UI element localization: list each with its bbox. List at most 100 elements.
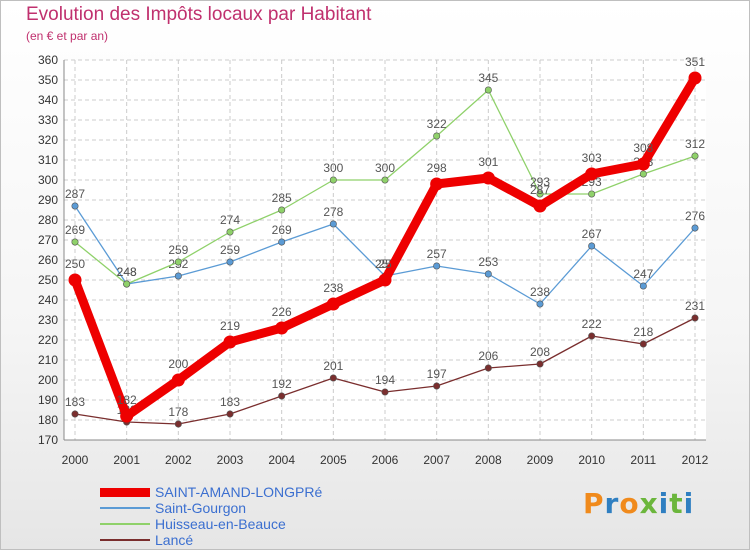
data-label: 274 bbox=[220, 213, 240, 227]
x-tick-label: 2004 bbox=[268, 453, 295, 467]
data-label: 194 bbox=[375, 373, 395, 387]
data-label: 287 bbox=[65, 187, 85, 201]
data-point bbox=[639, 340, 647, 348]
data-label: 287 bbox=[530, 183, 550, 197]
x-tick-label: 2011 bbox=[630, 453, 656, 467]
y-tick-label: 240 bbox=[38, 293, 58, 307]
data-point bbox=[433, 382, 441, 390]
data-point bbox=[484, 364, 492, 372]
data-point bbox=[691, 314, 699, 322]
data-label: 269 bbox=[65, 223, 85, 237]
data-point bbox=[275, 321, 289, 335]
data-point bbox=[536, 190, 544, 198]
data-label: 322 bbox=[427, 117, 447, 131]
data-label: 276 bbox=[685, 209, 705, 223]
data-label: 238 bbox=[323, 281, 343, 295]
data-label: 248 bbox=[117, 265, 137, 279]
data-point bbox=[326, 297, 340, 311]
y-tick-label: 360 bbox=[38, 53, 58, 67]
x-tick-label: 2008 bbox=[475, 453, 502, 467]
data-label: 253 bbox=[478, 255, 498, 269]
data-label: 293 bbox=[530, 175, 550, 189]
data-label: 231 bbox=[685, 299, 705, 313]
data-label: 183 bbox=[65, 395, 85, 409]
x-tick-label: 2005 bbox=[320, 453, 347, 467]
data-label: 201 bbox=[323, 359, 343, 373]
data-point bbox=[278, 392, 286, 400]
data-label: 351 bbox=[685, 55, 705, 69]
data-label: 285 bbox=[272, 191, 292, 205]
y-tick-label: 290 bbox=[38, 193, 58, 207]
data-point bbox=[226, 410, 234, 418]
y-tick-label: 280 bbox=[38, 213, 58, 227]
data-point bbox=[430, 177, 444, 191]
x-tick-label: 2002 bbox=[165, 453, 192, 467]
x-tick-label: 2009 bbox=[527, 453, 554, 467]
data-point bbox=[433, 262, 441, 270]
data-label: 248 bbox=[117, 265, 137, 279]
data-label: 206 bbox=[478, 349, 498, 363]
data-point bbox=[123, 280, 131, 288]
data-label: 219 bbox=[220, 319, 240, 333]
legend-swatch bbox=[100, 487, 150, 497]
y-tick-label: 180 bbox=[38, 413, 58, 427]
data-point bbox=[278, 206, 286, 214]
x-tick-label: 2012 bbox=[682, 453, 709, 467]
data-label: 192 bbox=[272, 377, 292, 391]
data-label: 250 bbox=[65, 257, 85, 271]
data-label: 218 bbox=[633, 325, 653, 339]
x-tick-label: 2000 bbox=[62, 453, 89, 467]
y-tick-label: 220 bbox=[38, 333, 58, 347]
data-point bbox=[329, 220, 337, 228]
data-point bbox=[588, 242, 596, 250]
data-point bbox=[381, 388, 389, 396]
y-tick-label: 200 bbox=[38, 373, 58, 387]
data-label: 183 bbox=[220, 395, 240, 409]
data-label: 308 bbox=[633, 141, 653, 155]
data-point bbox=[171, 373, 185, 387]
data-point bbox=[120, 409, 134, 423]
data-point bbox=[381, 176, 389, 184]
legend-label: Lancé bbox=[155, 532, 194, 548]
data-label: 300 bbox=[323, 161, 343, 175]
data-label: 222 bbox=[582, 317, 602, 331]
data-label: 303 bbox=[582, 151, 602, 165]
data-point bbox=[691, 152, 699, 160]
data-point bbox=[536, 360, 544, 368]
data-point bbox=[481, 171, 495, 185]
logo-letter: r bbox=[604, 487, 620, 520]
legend-swatch bbox=[100, 539, 150, 541]
data-point bbox=[585, 167, 599, 181]
data-point bbox=[71, 238, 79, 246]
data-label: 238 bbox=[530, 285, 550, 299]
legend-label: SAINT-AMAND-LONGPRé bbox=[155, 484, 323, 500]
legend-swatch bbox=[100, 523, 150, 525]
x-tick-label: 2006 bbox=[372, 453, 399, 467]
data-point bbox=[533, 199, 547, 213]
legend-label: Saint-Gourgon bbox=[155, 500, 247, 516]
data-label: 301 bbox=[478, 155, 498, 169]
data-label: 267 bbox=[582, 227, 602, 241]
data-label: 247 bbox=[633, 267, 653, 281]
logo-letter: i bbox=[683, 487, 695, 520]
data-point bbox=[639, 170, 647, 178]
x-tick-label: 2010 bbox=[578, 453, 605, 467]
data-point bbox=[536, 300, 544, 308]
data-point bbox=[278, 238, 286, 246]
data-point bbox=[433, 132, 441, 140]
x-tick-label: 2001 bbox=[113, 453, 140, 467]
data-point bbox=[68, 273, 82, 287]
data-point bbox=[484, 270, 492, 278]
x-tick-label: 2007 bbox=[423, 453, 450, 467]
data-point bbox=[691, 224, 699, 232]
data-point bbox=[588, 190, 596, 198]
data-point bbox=[223, 335, 237, 349]
y-tick-label: 190 bbox=[38, 393, 58, 407]
logo-letter: x bbox=[639, 487, 659, 520]
y-tick-label: 250 bbox=[38, 273, 58, 287]
data-label: 257 bbox=[427, 247, 447, 261]
data-point bbox=[174, 272, 182, 280]
legend-swatch bbox=[100, 507, 150, 509]
data-label: 312 bbox=[685, 137, 705, 151]
chart-title: Evolution des Impôts locaux par Habitant bbox=[26, 4, 372, 25]
